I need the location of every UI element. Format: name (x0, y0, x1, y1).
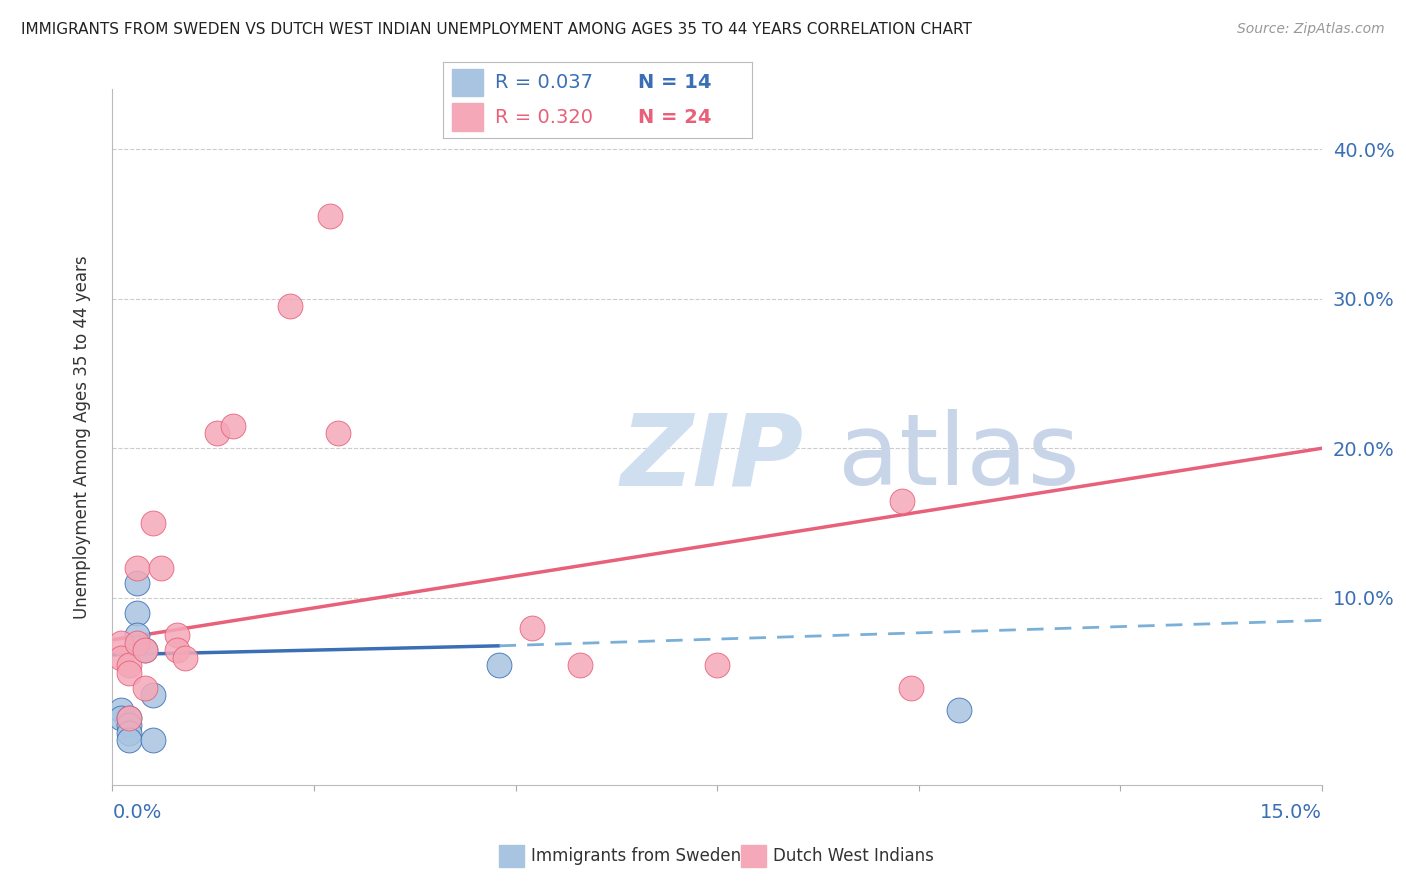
Text: atlas: atlas (838, 409, 1080, 507)
Point (110, 650, 132, 665)
Text: Dutch West Indians: Dutch West Indians (773, 847, 934, 865)
Point (117, 665, 139, 680)
Bar (453, 103, 484, 130)
Point (134, 643, 156, 657)
Point (149, 561, 172, 575)
Point (125, 576, 148, 591)
Point (328, 426, 350, 441)
Point (891, 493, 914, 508)
Point (174, 650, 197, 665)
Point (948, 703, 970, 717)
Point (110, 636, 132, 650)
Point (117, 711, 139, 725)
Point (117, 658, 139, 673)
Text: IMMIGRANTS FROM SWEDEN VS DUTCH WEST INDIAN UNEMPLOYMENT AMONG AGES 35 TO 44 YEA: IMMIGRANTS FROM SWEDEN VS DUTCH WEST IND… (21, 22, 972, 37)
Text: 0.0%: 0.0% (112, 803, 162, 822)
Point (706, 658, 728, 673)
Point (134, 681, 156, 695)
Point (125, 561, 148, 575)
Point (142, 688, 165, 702)
Point (488, 658, 510, 673)
Point (110, 711, 132, 725)
Point (117, 733, 139, 747)
Point (278, 299, 301, 313)
Text: N = 14: N = 14 (638, 72, 711, 92)
Point (166, 628, 188, 642)
Bar (453, 69, 484, 95)
Point (125, 628, 148, 642)
Text: 15.0%: 15.0% (1260, 803, 1322, 822)
Point (125, 606, 148, 620)
Point (142, 733, 165, 747)
Point (117, 718, 139, 732)
Text: Source: ZipAtlas.com: Source: ZipAtlas.com (1237, 22, 1385, 37)
Point (110, 703, 132, 717)
Y-axis label: Unemployment Among Ages 35 to 44 years: Unemployment Among Ages 35 to 44 years (73, 255, 91, 619)
Point (117, 725, 139, 739)
Point (520, 621, 543, 635)
Point (569, 658, 592, 673)
Point (125, 636, 148, 650)
Point (319, 210, 342, 224)
Point (117, 711, 139, 725)
Point (142, 516, 165, 530)
Text: R = 0.037: R = 0.037 (495, 72, 593, 92)
Point (134, 643, 156, 657)
Text: R = 0.320: R = 0.320 (495, 108, 593, 127)
Point (166, 643, 188, 657)
Text: ZIP: ZIP (620, 409, 803, 507)
Point (207, 426, 229, 441)
Text: Immigrants from Sweden: Immigrants from Sweden (531, 847, 741, 865)
Text: N = 24: N = 24 (638, 108, 711, 127)
Point (222, 418, 245, 433)
Point (900, 681, 922, 695)
